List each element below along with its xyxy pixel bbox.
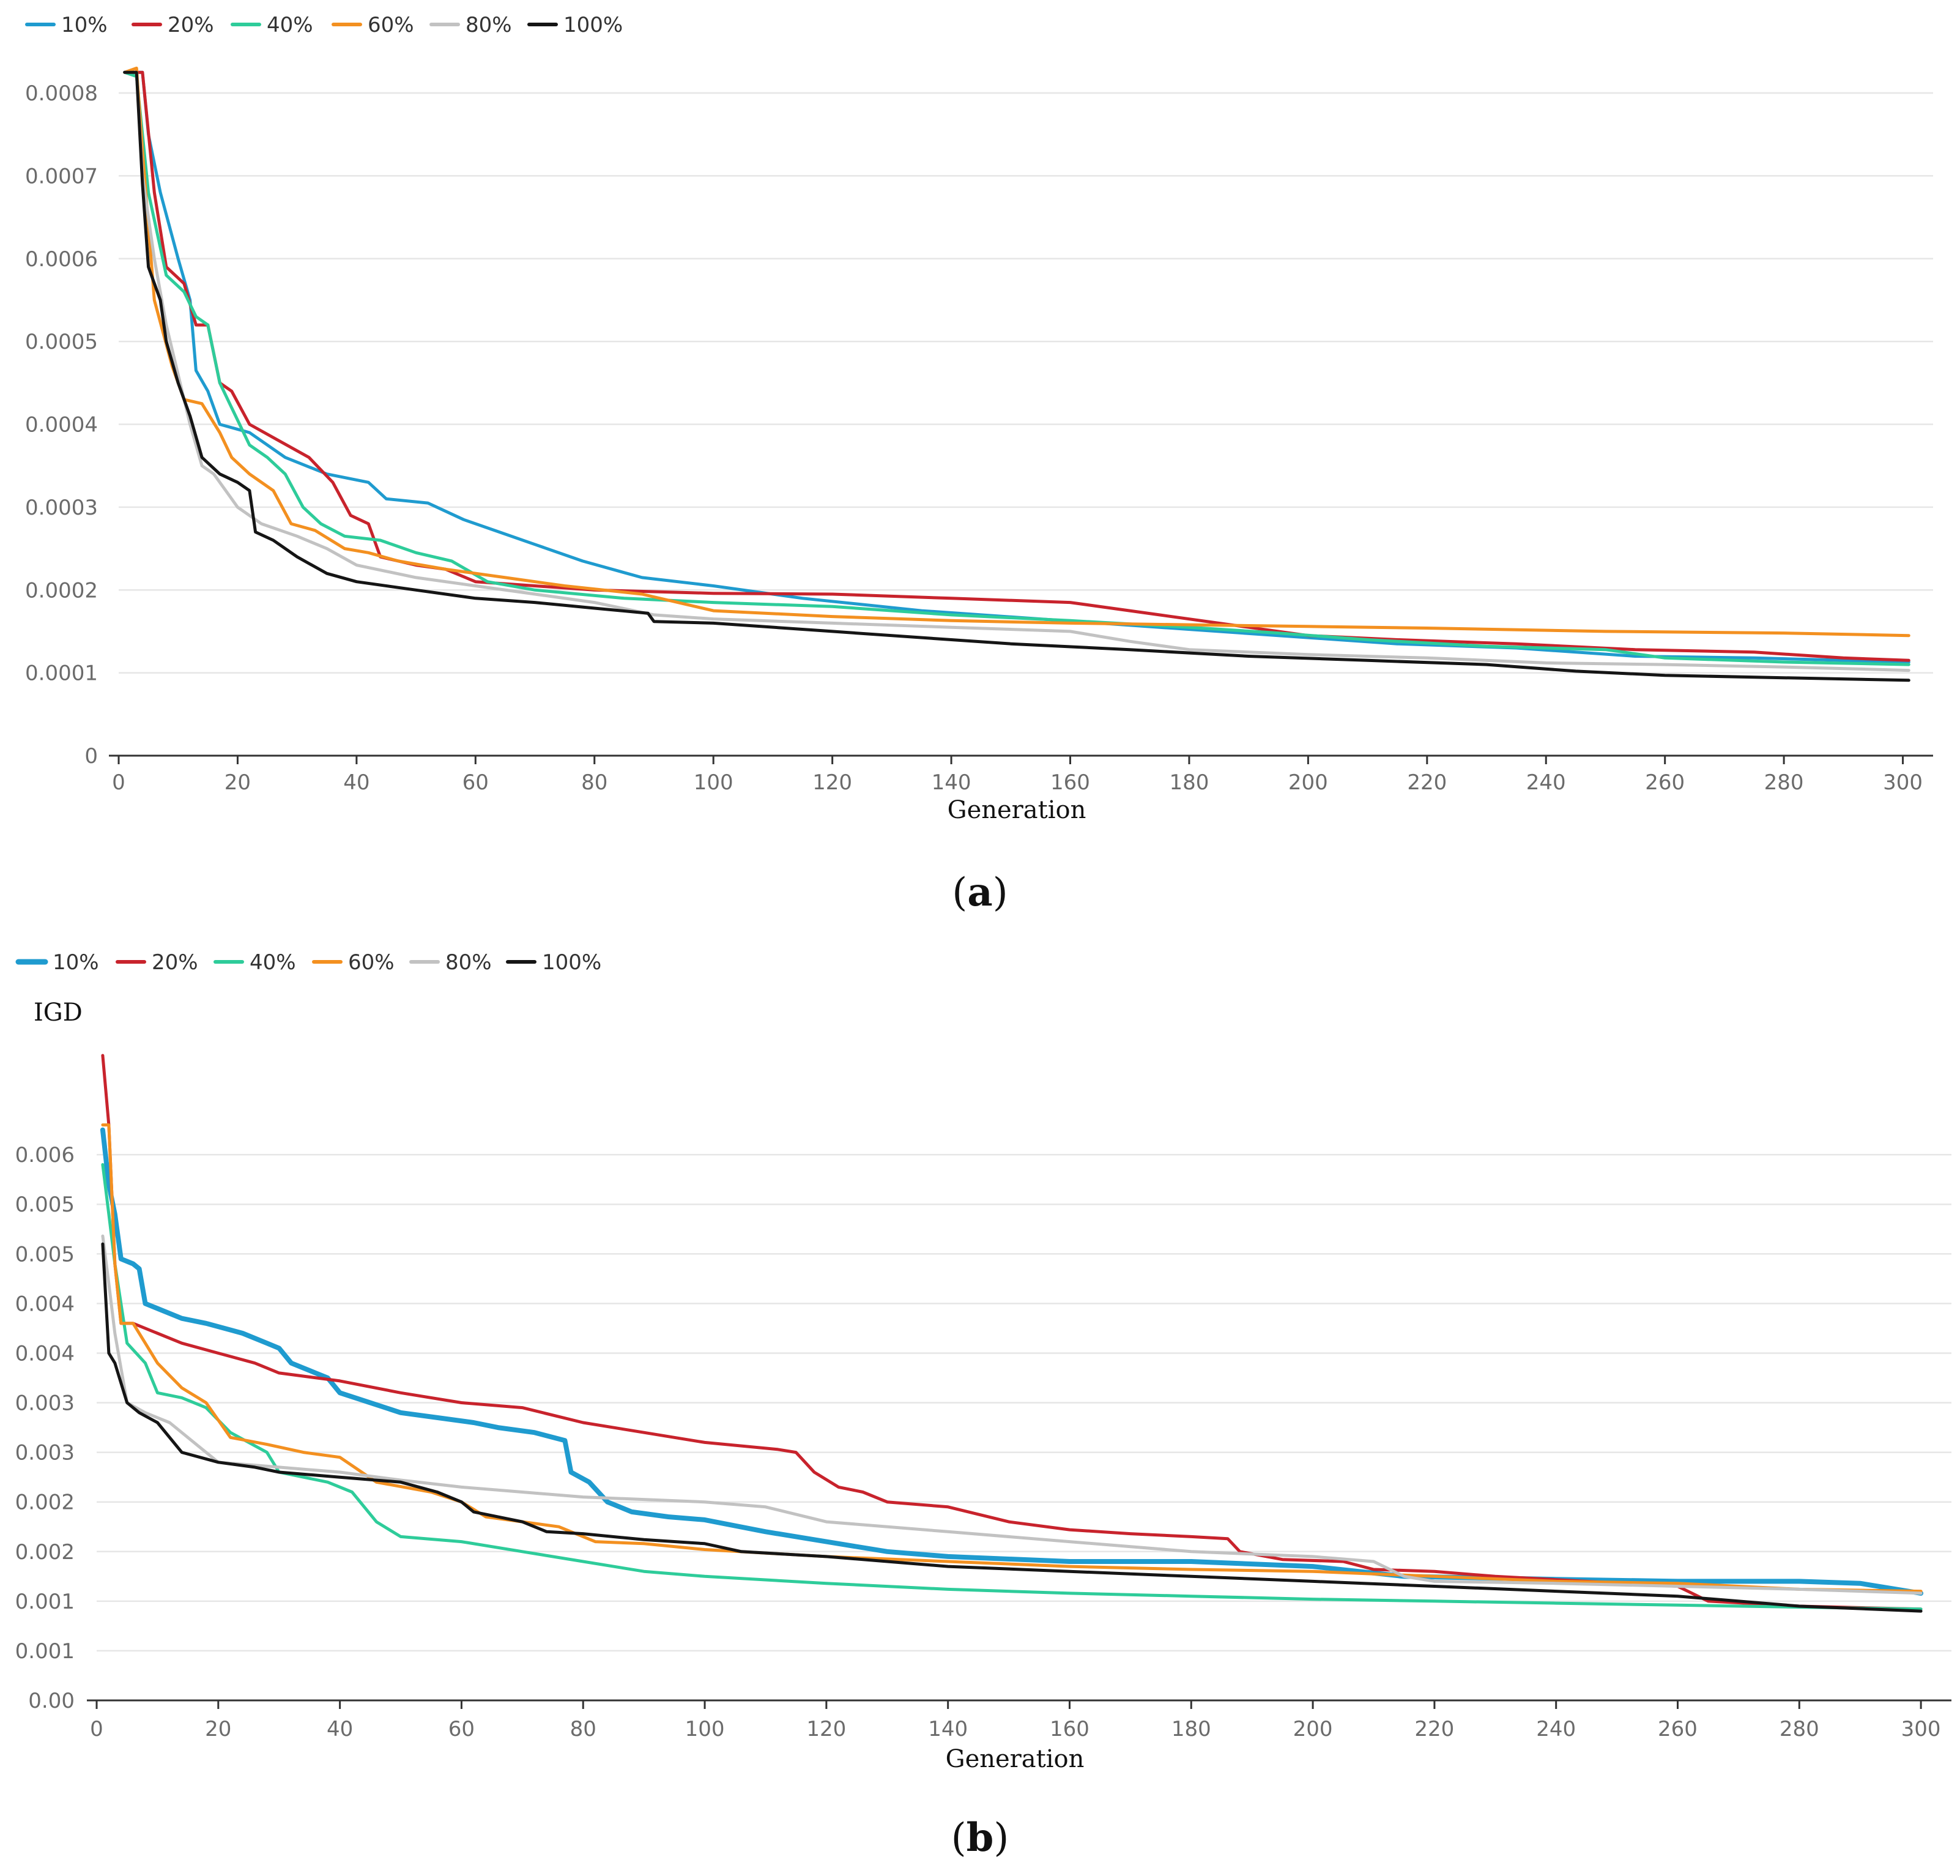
y-tick-label: 0.0002 [25, 578, 98, 603]
series-line-100pct [123, 70, 1910, 682]
legend-label: 80% [445, 950, 492, 975]
x-tick-label: 0 [112, 770, 125, 795]
series-line-80pct [123, 70, 1910, 672]
y-tick-label: 0.004 [15, 1341, 75, 1366]
legend-label: 100% [563, 13, 623, 37]
caption-letter: a [967, 869, 992, 915]
series-line-40pct [123, 70, 1910, 666]
x-tick-label: 300 [1901, 1717, 1941, 1741]
x-tick-label: 200 [1288, 770, 1328, 795]
x-tick-label: 60 [448, 1717, 475, 1741]
y-tick-label: 0.0001 [25, 661, 98, 686]
x-tick-label: 20 [225, 770, 251, 795]
x-axis-title: Generation [946, 1745, 1085, 1773]
y-tick-label: 0.001 [15, 1639, 75, 1664]
x-tick-label: 40 [343, 770, 369, 795]
x-tick-label: 140 [928, 1717, 968, 1741]
legend-label: 10% [61, 13, 108, 37]
caption-close: ) [993, 1815, 1009, 1861]
x-tick-label: 60 [462, 770, 489, 795]
panel-caption: (b) [951, 1815, 1009, 1861]
x-tick-label: 280 [1780, 1717, 1819, 1741]
caption-open: ( [952, 870, 967, 915]
x-tick-label: 140 [932, 770, 971, 795]
series-line-40pct [101, 1163, 1923, 1611]
x-tick-label: 80 [570, 1717, 596, 1741]
legend-label: 20% [168, 13, 214, 37]
series-line-20pct [101, 1054, 1923, 1611]
caption-open: ( [951, 1815, 967, 1861]
series-line-60pct [101, 1123, 1923, 1593]
y-tick-label: 0.0003 [25, 496, 98, 520]
caption-letter: b [967, 1815, 994, 1861]
y-tick-label: 0.00 [28, 1689, 75, 1713]
y-tick-label: 0.0008 [25, 81, 98, 106]
x-tick-label: 100 [694, 770, 733, 795]
x-axis-title: Generation [948, 796, 1086, 824]
y-tick-label: 0.005 [15, 1242, 75, 1267]
y-tick-label: 0.0004 [25, 413, 98, 437]
y-tick-label: 0.0005 [25, 330, 98, 354]
x-tick-label: 220 [1407, 770, 1447, 795]
series-line-100pct [101, 1242, 1923, 1613]
chart-panel-b: 0.00 0.001 0.001 0.002 0.002 0.003 0.003 0.004 0… [15, 950, 1951, 1861]
y-tick-label: 0.0007 [25, 164, 98, 188]
legend-label: 40% [267, 13, 313, 37]
caption-close: ) [993, 870, 1008, 915]
x-tick-label: 40 [327, 1717, 353, 1741]
x-tick-label: 240 [1526, 770, 1566, 795]
legend-label: 40% [250, 950, 296, 975]
y-tick-label: 0.005 [15, 1193, 75, 1217]
x-tick-label: 200 [1293, 1717, 1333, 1741]
y-tick-label: 0.006 [15, 1143, 75, 1167]
x-tick-label: 80 [581, 770, 607, 795]
y-tick-label: 0.003 [15, 1391, 75, 1416]
x-tick-label: 180 [1169, 770, 1209, 795]
x-tick-label: 160 [1050, 770, 1090, 795]
legend-label: 60% [368, 13, 414, 37]
legend-label: 20% [152, 950, 198, 975]
x-tick-label: 300 [1883, 770, 1923, 795]
legend-label: 80% [466, 13, 512, 37]
x-tick-label: 120 [806, 1717, 846, 1741]
y-tick-label: 0 [84, 744, 98, 769]
x-tick-label: 20 [205, 1717, 231, 1741]
series-line-60pct [123, 66, 1910, 638]
x-tick-label: 240 [1536, 1717, 1576, 1741]
y-tick-label: 0.003 [15, 1441, 75, 1465]
x-tick-label: 220 [1414, 1717, 1454, 1741]
y-tick-label: 0.004 [15, 1292, 75, 1316]
x-tick-label: 120 [812, 770, 852, 795]
y-tick-label: 0.002 [15, 1540, 75, 1565]
y-tick-label: 0.001 [15, 1590, 75, 1614]
chart-panel-a: 0 0.0001 0.0002 0.0003 0.0004 0.0005 0.0006 0.0… [25, 13, 1933, 915]
y-tick-label: 0.0006 [25, 247, 98, 272]
y-axis-title: IGD [34, 999, 83, 1027]
panel-caption: (a) [952, 869, 1008, 915]
x-tick-label: 280 [1764, 770, 1804, 795]
legend-label: 100% [542, 950, 601, 975]
x-tick-label: 160 [1050, 1717, 1090, 1741]
x-tick-label: 100 [685, 1717, 725, 1741]
series-line-10pct [100, 1127, 1924, 1596]
legend-label: 10% [53, 950, 99, 975]
series-line-80pct [101, 1234, 1923, 1595]
x-tick-label: 0 [90, 1717, 103, 1741]
legend-label: 60% [348, 950, 395, 975]
x-tick-label: 260 [1645, 770, 1685, 795]
x-tick-label: 260 [1658, 1717, 1698, 1741]
x-tick-label: 180 [1171, 1717, 1211, 1741]
y-tick-label: 0.002 [15, 1491, 75, 1515]
